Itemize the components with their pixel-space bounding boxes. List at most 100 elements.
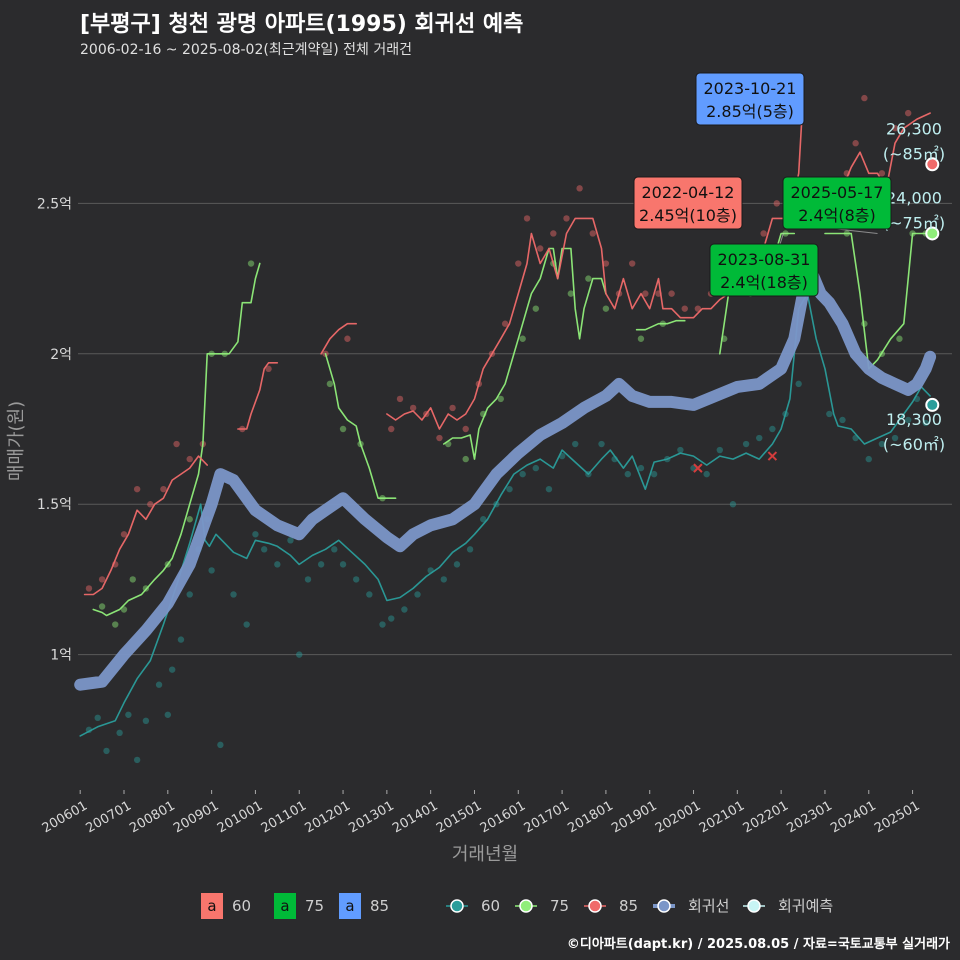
legend-box-swatch [201, 893, 223, 919]
scatter-point-60 [795, 380, 802, 388]
marker-layer: 26,300 (~85㎡) 24,000 (~75㎡) 18,300 (~60㎡) [883, 119, 945, 454]
scatter-point-75 [339, 425, 347, 433]
scatter-point-85 [147, 501, 154, 508]
scatter-point-60 [756, 434, 763, 442]
scatter-point-60 [440, 576, 448, 583]
legend-line-label: 회귀선 [688, 897, 729, 915]
outlier-marker [767, 451, 778, 461]
series-line-75 [92, 232, 931, 617]
scatter-point-85 [85, 585, 93, 592]
scatter-point-75 [98, 603, 106, 610]
scatter-point-60 [388, 615, 395, 622]
forecast-marker [925, 157, 940, 172]
scatter-point-60 [164, 711, 172, 718]
callout-price: 2.85억(5층) [706, 102, 794, 121]
grid-layer [78, 202, 952, 656]
axis-layer: 1억 1.5억 2억 2.5억 2006012007012008012009012010… [6, 196, 923, 865]
scatter-point-75 [186, 516, 193, 523]
legend-line-label: 60 [481, 897, 500, 915]
scatter-point-75 [247, 260, 255, 267]
chart-credit: ©디아파트(dapt.kr) / 2025.08.05 / 자료=국토교통부 실… [566, 937, 950, 952]
scatter-point-75 [567, 290, 575, 297]
scatter-point-85 [589, 230, 596, 237]
scatter-point-85 [186, 455, 193, 463]
scatter-point-60 [177, 636, 185, 643]
x-tick-label: 201401 [390, 798, 440, 836]
scatter-point-60 [230, 591, 237, 598]
legend-line-marker [588, 899, 602, 913]
scatter-point-85 [173, 440, 180, 448]
scatter-point-85 [160, 485, 167, 493]
x-tick-label: 202301 [784, 798, 834, 836]
scatter-point-60 [545, 485, 553, 493]
scatter-point-60 [331, 546, 338, 553]
scatter-point-85 [891, 124, 899, 132]
scatter-point-60 [287, 537, 294, 544]
legend-line-marker [519, 899, 533, 913]
series-line-85 [83, 97, 931, 596]
legend-line-marker [747, 899, 761, 913]
legend-line-label: 회귀예측 [778, 897, 833, 915]
scatter-point-85 [515, 260, 522, 267]
scatter-point-60 [366, 591, 373, 598]
scatter-point-60 [865, 455, 872, 463]
legend-line-marker [450, 899, 464, 913]
scatter-point-75 [896, 335, 903, 342]
x-tick-label: 201601 [478, 798, 528, 836]
scatter-layer [85, 94, 929, 764]
callout-layer: 2023-10-21 2.85억(5층) 2022-04-12 2.45억(10층) 2… [633, 72, 892, 297]
callout-box [782, 176, 892, 230]
scatter-point-60 [729, 501, 737, 508]
scatter-point-75 [326, 380, 334, 388]
callout-box [709, 243, 819, 297]
scatter-point-60 [480, 516, 487, 523]
scatter-point-60 [891, 434, 899, 442]
scatter-point-60 [379, 621, 386, 628]
scatter-point-60 [677, 446, 684, 454]
scatter-point-85 [576, 185, 583, 192]
callout-date: 2022-04-12 [642, 183, 735, 202]
x-tick-label: 201701 [522, 798, 572, 836]
scatter-point-75 [129, 576, 136, 583]
legend-box-swatch [274, 893, 296, 919]
scatter-point-60 [103, 747, 110, 755]
scatter-point-60 [186, 591, 193, 598]
scatter-point-85 [681, 305, 688, 312]
legend-box-label: 85 [370, 897, 389, 915]
x-tick-label: 202401 [828, 798, 878, 836]
scatter-point-85 [642, 290, 649, 297]
callout-price: 2.4억(8층) [798, 206, 876, 225]
callout-box [695, 72, 805, 126]
legend-box-glyph: a [207, 897, 216, 915]
scatter-point-60 [572, 440, 579, 448]
scatter-point-60 [519, 470, 526, 478]
scatter-point-60 [769, 425, 776, 433]
x-tick-label: 201101 [259, 798, 309, 836]
x-axis-label: 거래년월 [452, 844, 518, 865]
callout-price: 2.4억(18층) [720, 273, 808, 292]
scatter-point-60 [142, 717, 150, 725]
legend-box-swatch [339, 893, 361, 919]
scatter-point-75 [602, 305, 610, 312]
scatter-point-60 [878, 440, 886, 448]
scatter-point-85 [436, 434, 443, 442]
scatter-point-60 [532, 464, 540, 472]
scatter-point-60 [506, 485, 513, 493]
x-tick-label: 200601 [40, 798, 90, 836]
x-tick-label: 201801 [565, 798, 615, 836]
scatter-point-60 [168, 666, 176, 673]
scatter-point-60 [598, 440, 605, 448]
x-tick-label: 201201 [303, 798, 353, 836]
y-tick-label: 1억 [50, 648, 72, 664]
end-area-label: (~85㎡) [883, 144, 945, 163]
legend-layer: a 60 a 75 a 85 60 75 85 회귀선 회귀예측 [201, 893, 833, 919]
scatter-point-60 [703, 470, 710, 478]
scatter-point-60 [466, 546, 474, 553]
scatter-point-85 [409, 404, 417, 412]
scatter-point-85 [668, 290, 675, 297]
legend-box-glyph: a [345, 897, 354, 915]
scatter-point-85 [462, 425, 469, 433]
scatter-point-85 [602, 260, 610, 267]
scatter-point-60 [716, 446, 724, 454]
line-layer [74, 97, 937, 737]
